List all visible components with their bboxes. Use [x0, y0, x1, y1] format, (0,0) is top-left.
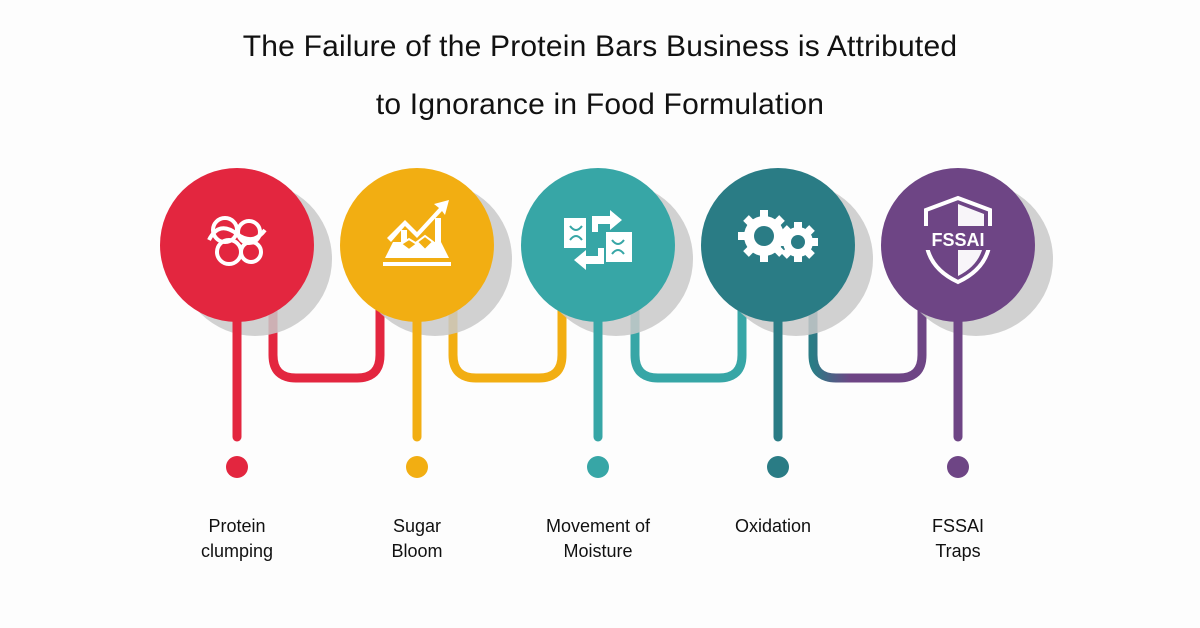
connector-1-2 [268, 300, 385, 383]
step-label-5: FSSAI Traps [858, 514, 1058, 564]
label-line-1: Movement of [545, 516, 651, 536]
label-line-1: Protein [208, 516, 266, 536]
label-line-2: Traps [935, 541, 981, 561]
tangled-protein-icon [207, 216, 267, 266]
step-label-1: Protein clumping [137, 514, 337, 564]
shield-icon: FSSAI [924, 195, 992, 285]
step-label-3: Movement of Moisture [498, 514, 698, 564]
label-line-2: Moisture [563, 541, 633, 561]
connector-2-3 [448, 300, 567, 383]
step-label-2: Sugar Bloom [317, 514, 517, 564]
step-node-4 [701, 168, 873, 478]
step-node-5: FSSAI [881, 168, 1053, 478]
stem-dot [406, 456, 428, 478]
label-line-2: clumping [200, 541, 274, 561]
title-line-1: The Failure of the Protein Bars Business… [242, 30, 958, 63]
connector-3-4 [630, 300, 747, 383]
stem-dot [587, 456, 609, 478]
fssai-badge-text: FSSAI [931, 230, 984, 250]
label-line-1: FSSAI [931, 516, 984, 536]
label-line-1: Sugar [392, 516, 442, 536]
label-line-1: Oxidation [734, 516, 812, 536]
stem-dot [947, 456, 969, 478]
step-node-3 [521, 168, 693, 478]
step-node-1 [160, 168, 332, 478]
stem-dot [767, 456, 789, 478]
connector-4-5 [808, 300, 927, 383]
exchange-arrows-icon [564, 210, 632, 270]
node-circle [521, 168, 675, 322]
rising-chart-crystals-icon [383, 200, 451, 266]
title-line-2: to Ignorance in Food Formulation [375, 88, 825, 121]
gears-icon [738, 210, 818, 262]
step-node-2 [340, 168, 512, 478]
label-line-2: Bloom [391, 541, 443, 561]
step-label-4: Oxidation [673, 514, 873, 539]
stem-dot [226, 456, 248, 478]
